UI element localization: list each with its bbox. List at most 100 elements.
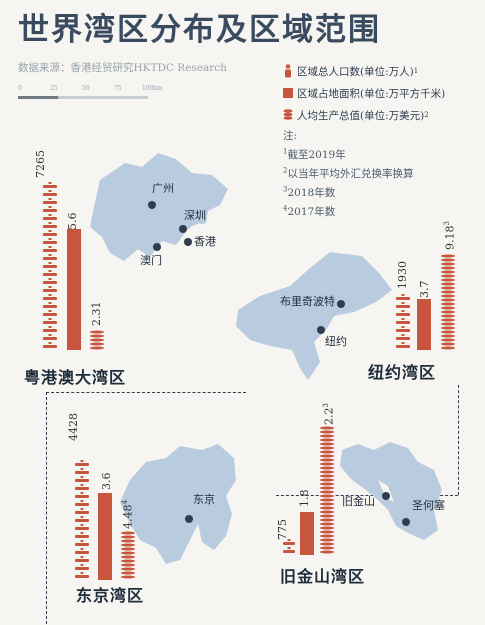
gdp-coin: [440, 277, 456, 283]
city-dot: [317, 326, 325, 334]
region-name: 东京湾区: [76, 586, 145, 605]
map-sf: [340, 442, 442, 540]
gdp-coin: [319, 437, 335, 443]
population-unit: [48, 182, 52, 184]
population-unit: [283, 550, 295, 553]
city-label: 旧金山: [342, 495, 375, 508]
legend-population: 区域总人口数(单位:万人) 1: [283, 62, 418, 80]
gdp-coin: [120, 530, 136, 536]
gdp-coin: [440, 269, 456, 275]
city-macau: [152, 237, 162, 256]
scale-tick: 0: [18, 85, 22, 92]
gdp-coin: [440, 325, 456, 331]
note-item: 2以当年平均外汇兑换率换算: [283, 166, 414, 181]
population-unit: [75, 567, 89, 570]
gdp-coin: [319, 505, 335, 511]
population-unit: [75, 471, 89, 474]
gdp-coin: [89, 329, 105, 335]
legend-population-label: 区域总人口数(单位:万人): [297, 65, 414, 78]
population-unit: [48, 246, 52, 248]
gdp-coin: [120, 542, 136, 548]
gdp-bar: [319, 425, 335, 555]
population-unit: [401, 302, 405, 304]
population-unit: [43, 201, 57, 204]
data-source: 数据来源：香港经贸研究HKTDC Research: [18, 62, 227, 74]
population-unit: [80, 540, 84, 542]
population-unit: [75, 543, 89, 546]
population-unit: [80, 492, 84, 494]
population-unit: [283, 542, 295, 545]
population-unit: [80, 524, 84, 526]
population-value: 1930: [396, 261, 409, 289]
gdp-coin: [440, 285, 456, 291]
population-bar: [283, 539, 295, 553]
gdp-coin: [440, 309, 456, 315]
gdp-coin: [319, 481, 335, 487]
area-bar: [300, 512, 314, 555]
city-label: 布里奇波特: [280, 295, 335, 308]
population-unit: [43, 305, 57, 308]
gdp-coin: [319, 453, 335, 459]
gdp-coin: [319, 473, 335, 479]
population-unit: [80, 564, 84, 566]
gdp-coin: [440, 345, 456, 351]
gdp-coin: [319, 457, 335, 463]
area-value: 1.8: [298, 489, 311, 508]
gdp-coin: [319, 477, 335, 483]
population-unit: [48, 326, 52, 328]
population-unit: [80, 500, 84, 502]
gdp-coin: [440, 341, 456, 347]
population-unit: [80, 516, 84, 518]
population-unit: [48, 206, 52, 208]
population-unit: [48, 270, 52, 272]
gdp-value: 2.31: [90, 301, 103, 327]
gdp-coin: [319, 509, 335, 515]
population-unit: [43, 329, 57, 332]
city-label: 广州: [152, 182, 174, 195]
population-unit: [43, 209, 57, 212]
gdp-coin: [319, 493, 335, 499]
population-unit: [43, 265, 57, 268]
population-bar: [75, 460, 89, 578]
population-unit: [43, 249, 57, 252]
population-unit: [75, 551, 89, 554]
city-label: 深圳: [184, 209, 206, 222]
city-newyork: [316, 320, 326, 339]
population-unit: [80, 508, 84, 510]
gdp-coin: [440, 273, 456, 279]
population-unit: [401, 334, 405, 336]
scale-tick: 75: [114, 85, 122, 92]
population-unit: [401, 326, 405, 328]
note-item: 32018年数: [283, 185, 336, 200]
population-unit: [75, 535, 89, 538]
population-unit: [80, 476, 84, 478]
gdp-bar: [120, 530, 136, 580]
population-unit: [80, 532, 84, 534]
notes: 注: 1截至2019年 2以当年平均外汇兑换率换算 32018年数 42017年…: [283, 128, 413, 223]
city-tokyo: [184, 509, 194, 528]
population-unit: [43, 297, 57, 300]
gdp-coin: [319, 461, 335, 467]
scale-tick: 25: [50, 85, 58, 92]
city-dot: [382, 492, 390, 500]
gdp-coin: [440, 253, 456, 259]
gdp-coin: [319, 545, 335, 551]
legend-gdp-label: 人均生产总值(单位:万美元): [297, 109, 425, 122]
gdp-coin: [120, 570, 136, 576]
population-unit: [48, 262, 52, 264]
person-icon: [285, 64, 291, 78]
city-dot: [185, 515, 193, 523]
legend-gdp-note: 2: [424, 111, 429, 119]
population-unit: [43, 193, 57, 196]
legend-area-label: 区域占地面积(单位:万平方千米): [297, 87, 446, 100]
population-bar: [43, 182, 57, 348]
gdp-bar: [440, 253, 456, 351]
population-unit: [75, 503, 89, 506]
gdp-coin: [440, 301, 456, 307]
gdp-coin: [120, 550, 136, 556]
gdp-value: 4.484: [121, 500, 135, 529]
note-item: 42017年数: [283, 204, 336, 219]
gdp-coin: [440, 261, 456, 267]
population-unit: [48, 222, 52, 224]
gdp-coin: [440, 297, 456, 303]
